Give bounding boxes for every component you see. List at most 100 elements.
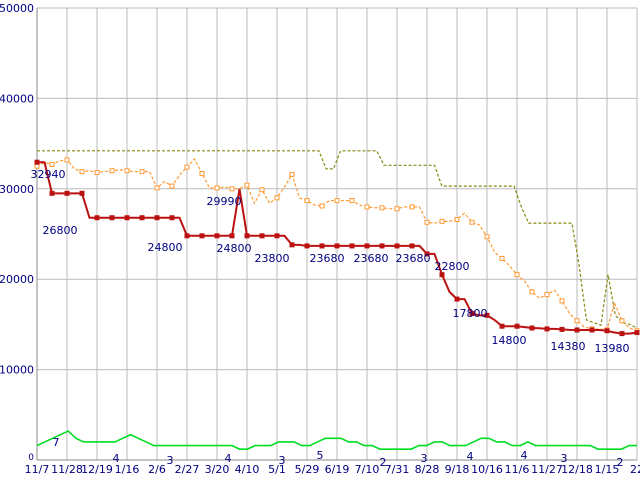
series-marker — [574, 327, 580, 333]
series-marker — [184, 164, 190, 170]
series-marker — [454, 296, 460, 302]
series-marker — [469, 311, 475, 317]
shop-count-line — [36, 430, 637, 450]
shop-count-label: 5 — [317, 449, 324, 462]
series-marker — [529, 325, 535, 331]
series-marker — [439, 272, 445, 278]
shop-count-labels: 7 4 3 4 3 5 2 3 4 4 3 2 — [53, 436, 624, 469]
series-marker — [424, 219, 430, 225]
series-marker — [454, 217, 460, 223]
series-marker — [589, 327, 595, 333]
series-marker — [79, 169, 85, 175]
series-marker — [319, 243, 325, 249]
price-label: 26800 — [43, 224, 78, 237]
series-marker — [154, 215, 160, 221]
x-tick-label: 4/10 — [235, 463, 260, 476]
series-marker — [64, 190, 70, 196]
x-tick-label: 11/28 — [51, 463, 83, 476]
series-marker — [274, 233, 280, 239]
shop-count-label: 3 — [167, 454, 174, 467]
shop-count-label: 4 — [467, 450, 474, 463]
series-marker — [124, 168, 130, 174]
shop-count-label: 7 — [53, 436, 60, 449]
series-marker — [199, 170, 205, 176]
price-label: 32940 — [31, 168, 66, 181]
shop-count-label: 3 — [421, 452, 428, 465]
price-label: 24800 — [148, 241, 183, 254]
shop-count-label: 2 — [380, 456, 387, 469]
x-tick-label: 10/16 — [471, 463, 503, 476]
price-label: 14800 — [492, 334, 527, 347]
x-tick-label: 22 — [630, 463, 640, 476]
x-tick-label: 1/15 — [595, 463, 620, 476]
chart-axes — [36, 8, 637, 461]
series-marker — [424, 251, 430, 257]
x-tick-label: 3/20 — [205, 463, 230, 476]
series-marker — [274, 195, 280, 201]
series-marker — [484, 234, 490, 240]
series-marker — [349, 243, 355, 249]
price-label: 17800 — [453, 307, 488, 320]
y-tick-label: 10000 — [0, 364, 34, 377]
series-marker — [439, 218, 445, 224]
x-tick-label: 5/1 — [268, 463, 286, 476]
x-tick-label: 12/19 — [81, 463, 113, 476]
x-tick-label: 11/27 — [531, 463, 563, 476]
series-marker — [394, 206, 400, 212]
series-marker — [364, 204, 370, 210]
series-marker — [289, 242, 295, 248]
lowest-price-line — [34, 159, 640, 337]
grid-lines — [36, 7, 638, 460]
series-marker — [229, 233, 235, 239]
shop-count-label: 3 — [279, 454, 286, 467]
series-marker — [499, 323, 505, 329]
x-tick-label: 7/31 — [385, 463, 410, 476]
series-marker — [79, 190, 85, 196]
x-tick-label: 1/16 — [115, 463, 140, 476]
series-marker — [334, 243, 340, 249]
series-marker — [499, 255, 505, 261]
price-label: 24800 — [217, 242, 252, 255]
shop-count-path — [36, 430, 637, 450]
series-marker — [199, 233, 205, 239]
series-marker — [544, 292, 550, 298]
series-marker — [169, 183, 175, 189]
series-marker — [304, 198, 310, 204]
x-tick-label: 12/18 — [561, 463, 593, 476]
price-label: 23680 — [354, 252, 389, 265]
series-marker — [184, 233, 190, 239]
series-marker — [379, 205, 385, 211]
series-marker — [484, 312, 490, 318]
y-tick-label: 20000 — [0, 273, 34, 286]
y-tick-label: 40000 — [0, 92, 34, 105]
series-marker — [94, 215, 100, 221]
series-marker — [574, 318, 580, 324]
y-tick-label: 50000 — [0, 2, 34, 15]
series-marker — [49, 190, 55, 196]
series-marker — [229, 186, 235, 192]
series-marker — [109, 168, 115, 174]
shop-count-label: 4 — [113, 452, 120, 465]
x-tick-label: 2/6 — [148, 463, 166, 476]
average-price-line — [34, 157, 640, 334]
y-tick-label: 30000 — [0, 183, 34, 196]
series-marker — [214, 233, 220, 239]
series-marker — [319, 203, 325, 209]
series-marker — [409, 204, 415, 210]
series-marker — [304, 243, 310, 249]
series-marker — [394, 243, 400, 249]
series-marker — [124, 215, 130, 221]
x-tick-label: 7/10 — [355, 463, 380, 476]
series-marker — [559, 326, 565, 332]
series-marker — [289, 171, 295, 177]
y-tick-label: 0 — [28, 453, 34, 463]
y-axis-tick-labels: 0 10000 20000 30000 40000 50000 — [0, 2, 34, 463]
series-marker — [604, 328, 610, 334]
x-tick-label: 8/28 — [415, 463, 440, 476]
x-tick-label: 2/27 — [175, 463, 200, 476]
series-marker — [154, 185, 160, 191]
